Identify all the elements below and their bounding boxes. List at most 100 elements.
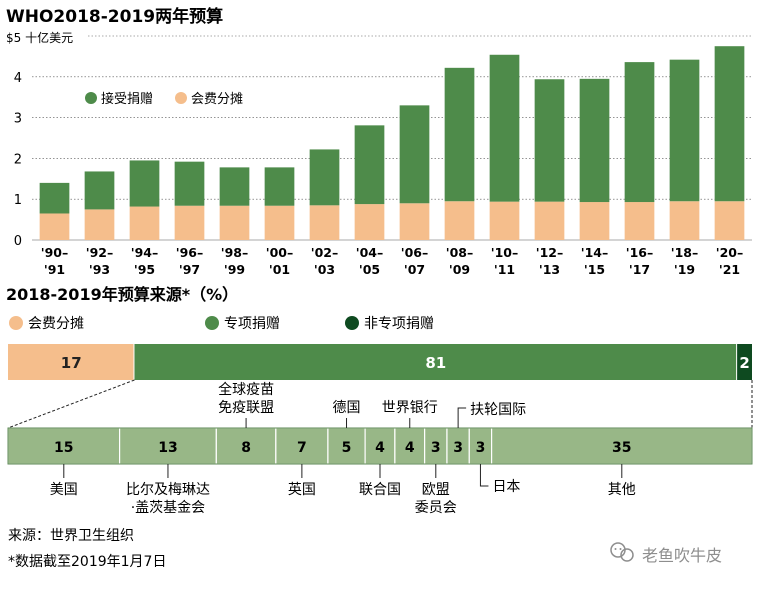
legend-label-core: 非专项捐赠 <box>364 316 434 332</box>
bar-assessed <box>309 205 340 240</box>
x-tick-label: '00– <box>266 245 293 260</box>
x-tick-label: '17 <box>629 262 650 277</box>
legend-swatch-assessed-2 <box>9 316 23 330</box>
x-tick-label: '99 <box>224 262 245 277</box>
breakdown-segment-label: 3 <box>476 440 486 456</box>
x-tick-label: '95 <box>134 262 155 277</box>
bar-donations <box>534 79 565 202</box>
breakdown-segment-label: 7 <box>297 440 307 456</box>
chart-title: WHO2018-2019两年预算 <box>6 6 223 27</box>
x-tick-label: '18– <box>671 245 698 260</box>
x-tick-label: '97 <box>179 262 200 277</box>
x-tick-label: '01 <box>269 262 290 277</box>
bar-assessed <box>399 203 430 240</box>
watermark-text: 老鱼吹牛皮 <box>642 546 722 565</box>
bar-assessed <box>624 202 655 240</box>
x-tick-label: '90– <box>41 245 68 260</box>
donor-breakdown-bar: 15 13 8 7 5 4 4 3 3 3 35 <box>7 427 753 465</box>
bar-assessed <box>354 204 385 240</box>
x-tick-label: '20– <box>716 245 743 260</box>
x-tick-label: '06– <box>401 245 428 260</box>
bar-donations <box>309 149 340 206</box>
legend-swatch-donations <box>85 92 97 104</box>
x-tick-label: '14– <box>581 245 608 260</box>
x-tick-label: '12– <box>536 245 563 260</box>
donor-name: 日本 <box>492 479 520 495</box>
x-tick-label: '04– <box>356 245 383 260</box>
x-tick-label: '08– <box>446 245 473 260</box>
connector-left <box>7 379 135 429</box>
donor-name: 比尔及梅琳达 <box>126 482 210 498</box>
legend-swatch-core <box>345 316 359 330</box>
y-tick-labels: 0 1 2 3 4 <box>14 71 22 249</box>
bar-donations <box>624 62 655 203</box>
x-tick-label: '96– <box>176 245 203 260</box>
y-tick-label: 3 <box>14 112 22 127</box>
legend-swatch-specified <box>205 316 219 330</box>
breakdown-segment-label: 15 <box>54 440 73 456</box>
x-tick-label: '02– <box>311 245 338 260</box>
sources-segment <box>134 344 737 380</box>
breakdown-segment-label: 8 <box>241 440 251 456</box>
x-tick-label: '05 <box>359 262 380 277</box>
donor-name: ·盖茨基金会 <box>131 499 205 516</box>
x-tick-label: '98– <box>221 245 248 260</box>
donor-name: 免疫联盟 <box>218 400 274 416</box>
bar-assessed <box>84 209 115 240</box>
legend-swatch-assessed <box>175 92 187 104</box>
bar-donations <box>669 59 700 202</box>
x-tick-label: '91 <box>44 262 65 277</box>
y-tick-label: 2 <box>14 152 22 167</box>
bar-assessed <box>714 201 745 240</box>
x-tick-labels: '90– '91 '92– '93 '94– '95 '96– '97 '98– '99 '00– '… <box>41 245 743 277</box>
donor-name: 德国 <box>333 400 361 416</box>
breakdown-segment-label: 3 <box>453 440 463 456</box>
donor-name: 全球疫苗 <box>218 381 274 398</box>
x-tick-label: '15 <box>584 262 605 277</box>
x-tick-label: '13 <box>539 262 560 277</box>
x-tick-label: '11 <box>494 262 515 277</box>
x-tick-label: '16– <box>626 245 653 260</box>
sources-segment-label: 17 <box>61 354 82 372</box>
breakdown-segment-label: 4 <box>405 440 415 456</box>
donor-leader-line <box>457 407 467 428</box>
bar-donations <box>84 171 115 210</box>
legend-label-specified: 专项捐赠 <box>224 316 280 332</box>
bar-assessed <box>39 213 70 240</box>
donor-name: 美国 <box>50 482 78 498</box>
bar-assessed <box>444 201 475 240</box>
bar-donations <box>444 67 475 202</box>
donor-name: 委员会 <box>415 500 457 516</box>
x-tick-label: '07 <box>404 262 425 277</box>
bar-assessed <box>489 201 520 240</box>
donor-leader-line <box>479 464 489 487</box>
donor-name: 其他 <box>608 482 636 498</box>
sources-segment <box>8 344 134 380</box>
breakdown-segment-label: 3 <box>431 440 441 456</box>
x-tick-label: '10– <box>491 245 518 260</box>
stacked-bars <box>39 46 745 240</box>
date-note: *数据截至2019年1月7日 <box>8 554 166 570</box>
bar-donations <box>174 161 205 206</box>
bar-donations <box>129 160 160 207</box>
x-tick-label: '94– <box>131 245 158 260</box>
x-tick-label: '21 <box>719 262 740 277</box>
donor-name: 世界银行 <box>382 400 438 416</box>
breakdown-segment-label: 4 <box>375 440 385 456</box>
sources-segment <box>737 344 752 380</box>
legend-sources: 会费分摊 专项捐赠 非专项捐赠 <box>9 316 434 332</box>
watermark: 老鱼吹牛皮 <box>610 542 722 565</box>
legend-label-assessed: 会费分摊 <box>191 92 243 107</box>
zoom-connector-lines <box>7 379 753 429</box>
x-tick-label: '19 <box>674 262 695 277</box>
legend-top: 接受捐赠 会费分摊 <box>85 91 243 107</box>
y-tick-label: 4 <box>14 71 22 86</box>
sources-segment-label: 81 <box>425 354 446 372</box>
breakdown-segment-label: 35 <box>612 440 631 456</box>
bar-donations <box>354 125 385 205</box>
x-tick-label: '03 <box>314 262 335 277</box>
y-tick-label: 0 <box>14 234 22 249</box>
breakdown-segment-label: 5 <box>342 440 352 456</box>
bar-assessed <box>534 201 565 240</box>
